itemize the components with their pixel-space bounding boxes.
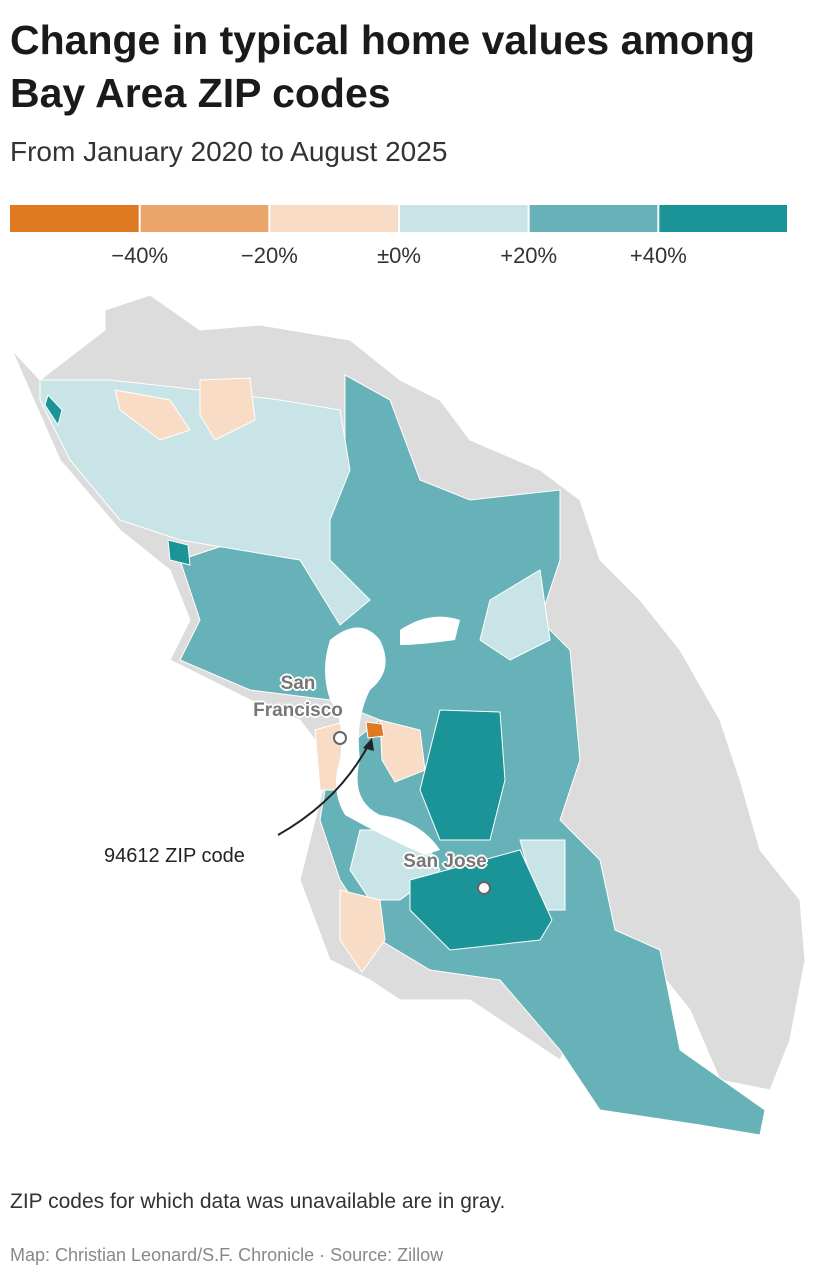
city-label: San Jose	[403, 851, 487, 872]
legend-label: +20%	[500, 243, 557, 268]
subtitle: From January 2020 to August 2025	[10, 136, 448, 167]
legend-swatch	[529, 205, 658, 232]
legend-swatch	[659, 205, 787, 232]
city-label: San Francisco	[253, 673, 343, 721]
legend-swatch	[400, 205, 528, 232]
arrowhead	[363, 738, 374, 751]
bay-water	[400, 616, 460, 645]
legend-label: −20%	[241, 243, 298, 268]
legend: −40% −20% ±0% +20% +40%	[10, 205, 787, 268]
city-marker	[477, 881, 491, 895]
bay-water	[325, 627, 440, 855]
credit: Map: Christian Leonard/S.F. Chronicle · …	[10, 1245, 444, 1265]
zip-region	[419, 709, 506, 841]
annotation-arrow	[277, 741, 371, 836]
legend-label: +40%	[630, 243, 687, 268]
zip-region	[409, 849, 553, 951]
zip-region	[379, 719, 426, 783]
legend-swatch	[10, 205, 139, 232]
note: ZIP codes for which data was unavailable…	[10, 1190, 506, 1213]
zip-region	[167, 539, 191, 566]
legend-swatch	[270, 205, 398, 232]
zip-region	[479, 569, 551, 661]
zip-region	[339, 889, 386, 973]
zip-region	[39, 379, 371, 626]
zip-region	[44, 394, 63, 427]
map	[11, 294, 806, 1136]
legend-label: ±0%	[377, 243, 421, 268]
legend-label: −40%	[111, 243, 168, 268]
annotation: 94612 ZIP code	[104, 845, 245, 867]
zip-region	[365, 721, 385, 739]
legend-swatch	[140, 205, 269, 232]
title: Change in typical home values among Bay …	[10, 17, 756, 116]
zip-region	[114, 389, 191, 441]
zip-region	[199, 377, 256, 441]
city-marker	[333, 731, 347, 745]
